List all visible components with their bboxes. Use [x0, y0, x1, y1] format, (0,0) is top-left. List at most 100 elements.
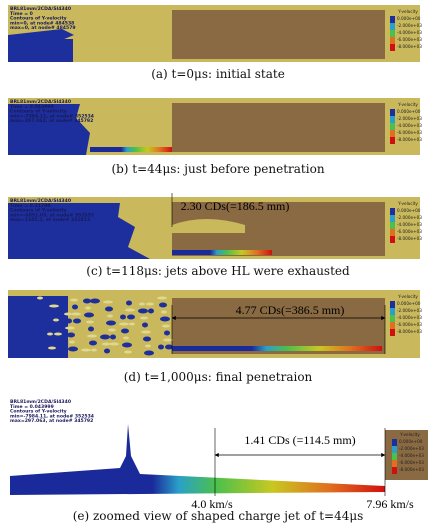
- caption: (c) t=118μs: jets above HL were exhauste…: [86, 264, 350, 278]
- jet-body: [10, 424, 385, 495]
- legend-swatch: [392, 460, 397, 467]
- legend-swatch: [390, 23, 395, 30]
- sim-header: Contours of Y-velocity: [10, 409, 67, 415]
- debris: [104, 348, 110, 354]
- legend-value: -2.000e+03: [399, 446, 424, 451]
- legend-swatch: [390, 329, 395, 336]
- debris: [124, 350, 132, 354]
- legend-value: -2.000e+03: [397, 23, 422, 28]
- legend-swatch: [390, 37, 395, 44]
- legend-value: 0.000e+00: [397, 208, 421, 213]
- debris: [51, 310, 59, 316]
- debris: [53, 318, 59, 322]
- legend-swatch: [390, 123, 395, 130]
- legend-value: 0.000e+00: [397, 109, 421, 114]
- legend-value: -4.000e+03: [397, 123, 422, 128]
- debris: [123, 336, 129, 340]
- debris: [83, 298, 91, 304]
- sim-header: min=-6051.05, at node# 352553: [10, 212, 94, 218]
- legend-value: -8.000e+03: [397, 329, 422, 334]
- legend-value: -8.000e+03: [397, 44, 422, 49]
- legend-swatch: [392, 439, 397, 446]
- debris: [138, 308, 148, 314]
- debris: [87, 334, 97, 338]
- dimension-label: 4.77 CDs(=386.5 mm): [236, 303, 345, 317]
- debris: [103, 300, 113, 304]
- debris: [157, 296, 167, 300]
- debris: [107, 314, 113, 318]
- legend-value: -8.000e+03: [399, 467, 424, 472]
- debris: [67, 332, 75, 338]
- explosive: [8, 39, 73, 62]
- legend-title: Y-velocity: [399, 432, 420, 437]
- legend-title: Y-velocity: [397, 201, 418, 206]
- sim-header: max=297.063, at node# 345792: [10, 418, 93, 424]
- debris: [49, 304, 59, 308]
- legend-swatch: [392, 453, 397, 460]
- legend-swatch: [392, 467, 397, 474]
- debris: [142, 322, 148, 328]
- debris: [48, 346, 56, 350]
- legend-swatch: [390, 16, 395, 23]
- sim-header: Contours of Y-velocity: [10, 109, 67, 115]
- sim-header: max=1345.2, at node# 331013: [10, 217, 90, 223]
- debris: [89, 340, 97, 346]
- debris: [73, 318, 81, 324]
- jet: [172, 346, 382, 351]
- sim-header: min=-7984.11, at node# 352534: [10, 413, 94, 419]
- debris: [64, 312, 72, 316]
- debris: [161, 310, 167, 314]
- debris: [68, 346, 78, 352]
- legend-value: 0.000e+00: [397, 301, 421, 306]
- sim-header: Time = 0.043999: [10, 104, 54, 110]
- jet: [90, 147, 172, 152]
- caption: (a) t=0μs: initial state: [151, 67, 285, 81]
- panel: Y-velocity 0.000e+00 -2.000e+03 -4.000e+03 -…: [8, 5, 422, 81]
- debris: [65, 326, 75, 330]
- target-plate: [172, 103, 385, 152]
- sim-header: Contours of Y-velocity: [10, 208, 67, 214]
- velocity-label: 4.0 km/s: [191, 497, 233, 511]
- debris: [145, 344, 151, 348]
- debris: [139, 302, 145, 306]
- debris: [129, 322, 135, 326]
- dimension-label: 2.30 CDs(=186.5 mm): [181, 199, 290, 213]
- sim-header: Time = 0.11799: [10, 203, 51, 209]
- legend-value: -4.000e+03: [397, 30, 422, 35]
- sim-header: Time = 0.043999: [10, 404, 54, 410]
- legend-value: -6.000e+03: [397, 37, 422, 42]
- legend-value: -6.000e+03: [399, 460, 424, 465]
- sim-header: min=0, at node# 484538: [10, 20, 74, 26]
- debris: [163, 338, 173, 342]
- debris: [90, 298, 100, 304]
- velocity-label: 7.96 km/s: [366, 497, 414, 511]
- debris: [162, 324, 170, 328]
- debris: [164, 330, 170, 336]
- caption: (e) zoomed view of shaped charge jet of …: [73, 509, 364, 523]
- legend-value: -8.000e+03: [397, 236, 422, 241]
- debris: [66, 318, 72, 324]
- legend-swatch: [390, 137, 395, 144]
- debris: [146, 302, 154, 306]
- jet: [172, 250, 272, 255]
- debris: [37, 296, 43, 300]
- legend-value: 0.000e+00: [399, 439, 423, 444]
- debris: [144, 350, 154, 356]
- debris: [54, 332, 62, 336]
- sim-header: Contours of Y-velocity: [10, 16, 67, 22]
- sim-header: max=297.063, at node# 345792: [10, 118, 93, 124]
- legend-value: -2.000e+03: [397, 308, 422, 313]
- sim-header: min=-7984.11, at node# 352534: [10, 113, 94, 119]
- legend-swatch: [390, 130, 395, 137]
- panel: Y-velocity 0.000e+00 -2.000e+03 -4.000e+03 -…: [10, 399, 428, 523]
- debris: [106, 320, 116, 326]
- debris: [148, 308, 154, 314]
- sim-header: BRL81mm/2CDA/SI4340: [10, 399, 71, 405]
- sim-header: BRL81mm/2CDA/SI4340: [10, 6, 71, 12]
- dimension-label: 1.41 CDs (=114.5 mm): [244, 433, 355, 447]
- legend-value: -6.000e+03: [397, 130, 422, 135]
- debris: [127, 314, 135, 320]
- legend-title: Y-velocity: [397, 294, 418, 299]
- debris: [109, 342, 119, 346]
- debris: [46, 338, 56, 344]
